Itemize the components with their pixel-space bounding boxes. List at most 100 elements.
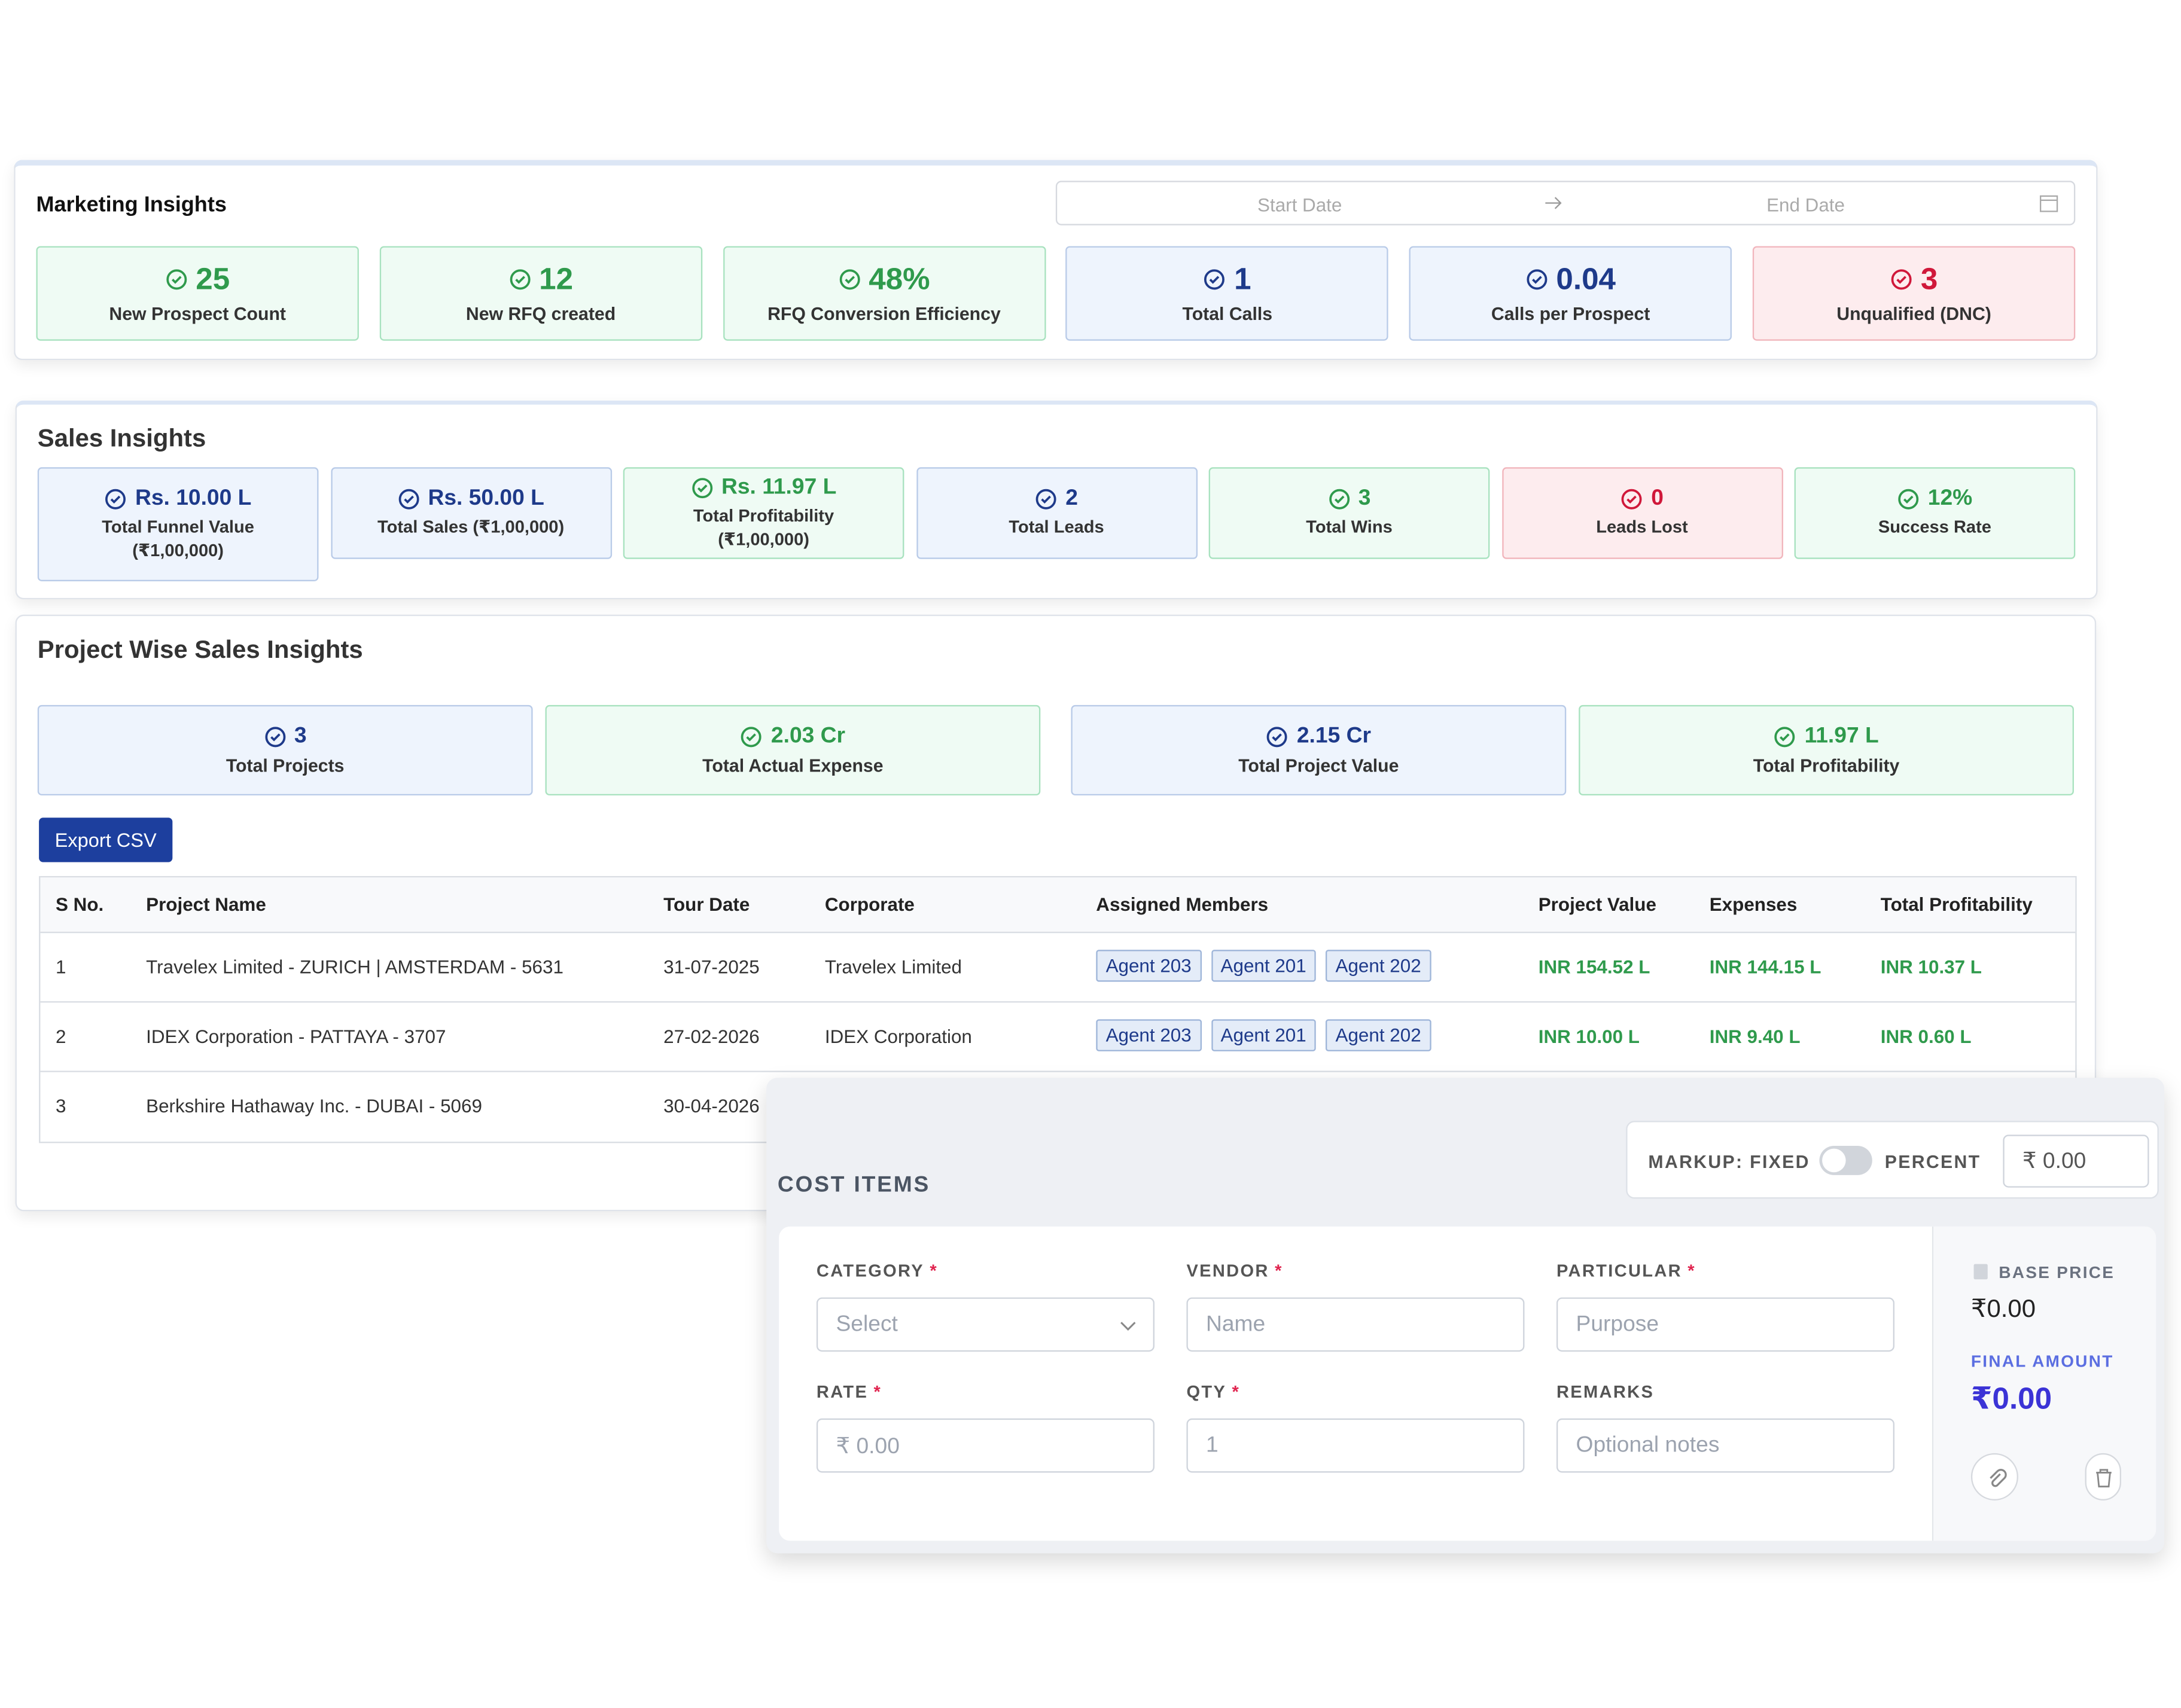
end-date[interactable]: End Date	[1766, 194, 1845, 216]
stat-value-text: Rs. 10.00 L	[135, 486, 252, 510]
stat-value: 2	[1035, 487, 1078, 512]
field-label: VENDOR *	[1186, 1261, 1283, 1281]
member-chip: Agent 202	[1326, 1019, 1431, 1051]
card-icon	[509, 269, 530, 290]
field-label: REMARKS	[1556, 1382, 1654, 1402]
card-icon	[1035, 489, 1056, 510]
stat-value-text: 3	[1358, 486, 1371, 511]
stat-value: Rs. 10.00 L	[105, 486, 252, 511]
field-label-text: QTY	[1186, 1382, 1227, 1402]
field-label: CATEGORY *	[817, 1261, 938, 1281]
arrow-icon	[1545, 197, 1562, 209]
member-chip: Agent 203	[1096, 950, 1202, 982]
stat-value: 48%	[838, 261, 930, 297]
cost-item-form: BASE PRICE ₹0.00 FINAL AMOUNT ₹0.00 CATE…	[779, 1226, 2156, 1541]
field-input[interactable]: ₹ 0.00	[816, 1418, 1155, 1473]
column-header: Project Value	[1538, 894, 1656, 916]
price-icon	[1973, 1264, 1988, 1280]
stat-value: 12%	[1897, 487, 1972, 512]
stat-label: Total Wins	[1306, 517, 1393, 537]
markup-input[interactable]: ₹ 0.00	[2003, 1134, 2149, 1188]
stat-value: 2.03 Cr	[741, 724, 845, 749]
stat-value-text: 3	[1920, 261, 1938, 297]
final-amount: ₹0.00	[1970, 1380, 2052, 1416]
stat-card: 25 New Prospect Count	[36, 246, 359, 341]
export-button[interactable]: Export CSV	[39, 818, 173, 862]
card-icon	[1329, 489, 1350, 510]
card-icon	[1621, 489, 1642, 510]
stat-value-text: 2.03 Cr	[770, 724, 846, 748]
card-icon	[1898, 489, 1919, 510]
required-mark: *	[873, 1382, 882, 1402]
markup-percent: PERCENT	[1884, 1151, 1981, 1173]
final-amount-label: FINAL AMOUNT	[1970, 1352, 2114, 1371]
dropdown-caret	[1120, 1322, 1136, 1331]
column-header: S No.	[56, 894, 104, 916]
stat-label: Total Leads	[1009, 517, 1104, 537]
member-chip: Agent 202	[1326, 950, 1431, 982]
table-cell: 2	[56, 1026, 66, 1047]
stat-card: 0.04 Calls per Prospect	[1409, 246, 1732, 341]
table-cell: INR 9.40 L	[1709, 1026, 1801, 1047]
panel-title: Sales Insights	[37, 424, 206, 452]
field-input[interactable]: Select	[816, 1297, 1155, 1352]
start-date[interactable]: Start Date	[1257, 194, 1342, 216]
field-input[interactable]: Name	[1186, 1297, 1525, 1352]
stat-value: 25	[165, 261, 230, 297]
stat-card: 2 Total Leads	[916, 467, 1197, 559]
cost-items-panel: COST ITEMS MARKUP: FIXED PERCENT ₹ 0.00 …	[766, 1078, 2165, 1554]
card-icon	[1267, 726, 1288, 747]
field-input[interactable]: Purpose	[1556, 1297, 1895, 1352]
stat-card: 48% RFQ Conversion Efficiency	[723, 246, 1046, 341]
stat-label: Total Project Value	[1238, 754, 1399, 776]
stat-value-text: 1	[1234, 261, 1251, 297]
field-input[interactable]: Optional notes	[1556, 1418, 1895, 1473]
stat-card: 3 Unqualified (DNC)	[1752, 246, 2076, 341]
stat-card: 11.97 L Total Profitability	[1579, 704, 2074, 796]
markup-fixed: MARKUP: FIXED	[1648, 1151, 1810, 1173]
stat-card: Rs. 10.00 L Total Funnel Value (₹1,00,000…	[37, 467, 319, 581]
stat-label: Total Profitability	[1753, 754, 1900, 776]
members-cell: Agent 203 Agent 201 Agent 202	[1096, 950, 1440, 982]
attach-button[interactable]	[1970, 1453, 2018, 1500]
panel-title: Project Wise Sales Insights	[37, 635, 363, 664]
stat-value-text: 11.97 L	[1804, 724, 1879, 748]
delete-button[interactable]	[2085, 1453, 2122, 1500]
stat-label: Total Calls	[1182, 303, 1273, 324]
stat-label: Total Sales (₹1,00,000)	[377, 517, 565, 537]
column-header: Assigned Members	[1096, 894, 1269, 916]
table-row: 3 Berkshire Hathaway Inc. - DUBAI - 5069 3…	[40, 1072, 2075, 1142]
table-cell: INR 10.37 L	[1880, 956, 1982, 978]
required-mark: *	[1687, 1261, 1696, 1281]
member-chip: Agent 201	[1211, 950, 1316, 982]
column-header: Project Name	[146, 894, 266, 916]
stat-card: 2.15 Cr Total Project Value	[1071, 704, 1567, 796]
calendar-icon	[2039, 195, 2058, 212]
stat-value: Rs. 11.97 L	[691, 475, 836, 500]
stat-label: Total Funnel Value (₹1,00,000)	[102, 516, 254, 560]
column-header: Total Profitability	[1880, 894, 2033, 916]
stat-value: 1	[1204, 261, 1251, 297]
stat-label: Total Profitability (₹1,00,000)	[693, 505, 834, 549]
field-label-text: RATE	[816, 1382, 869, 1402]
table-cell: 30-04-2026	[663, 1096, 760, 1117]
stat-label: New Prospect Count	[109, 303, 286, 324]
stat-value: 0	[1620, 487, 1664, 512]
stat-label: New RFQ created	[465, 303, 616, 324]
markup-toggle[interactable]	[1819, 1146, 1872, 1175]
date-range[interactable]: Start Date End Date	[1055, 181, 2076, 225]
table-cell: 1	[56, 956, 66, 978]
stat-value: 11.97 L	[1774, 724, 1879, 749]
member-chip: Agent 203	[1096, 1019, 1202, 1051]
stat-card: 12% Success Rate	[1794, 467, 2076, 559]
field-label-text: PARTICULAR	[1556, 1261, 1683, 1281]
stat-value-text: 25	[196, 261, 230, 297]
stat-value-text: Rs. 50.00 L	[428, 486, 544, 511]
stat-card: 2.03 Cr Total Actual Expense	[545, 704, 1041, 796]
table-cell: 27-02-2026	[663, 1026, 760, 1047]
field-input[interactable]: 1	[1186, 1418, 1525, 1473]
stat-card: Rs. 50.00 L Total Sales (₹1,00,000)	[330, 467, 611, 559]
card-icon	[105, 488, 126, 509]
